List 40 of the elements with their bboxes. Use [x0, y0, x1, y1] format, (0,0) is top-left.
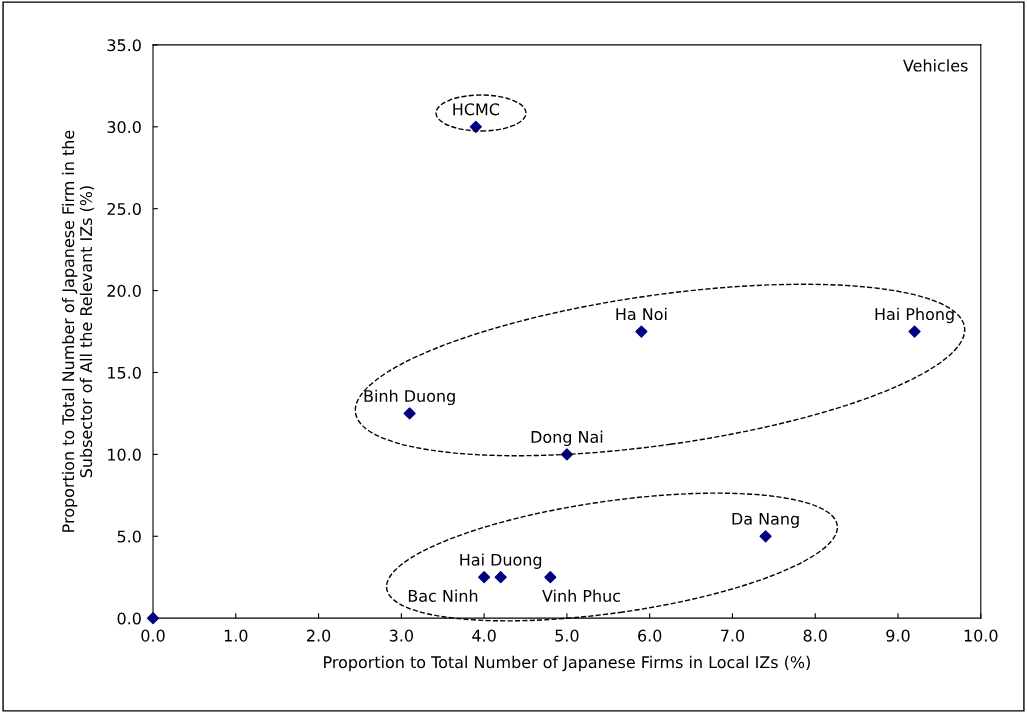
annotation: Hai Phong [875, 307, 954, 324]
y-tick-label: 35.0 [107, 39, 141, 52]
x-tick-label: 6.0 [638, 629, 662, 642]
point [759, 530, 772, 543]
point [635, 325, 648, 338]
point [494, 571, 507, 584]
point [469, 120, 482, 133]
point [478, 571, 491, 584]
y-tick-label: 0.0 [117, 612, 141, 625]
x-tick-label: 1.0 [224, 629, 248, 642]
point [146, 612, 160, 625]
annotation: Bac Ninh [408, 589, 478, 602]
point [544, 571, 557, 584]
annotation: HCMC [453, 103, 500, 116]
x-tick-label: 8.0 [803, 629, 827, 642]
annotation: Dong Nai [531, 430, 603, 447]
y-axis-title: Proportion to Total Number of Japanese Firm in the Subsector of All the Relevant IZs (%) [61, 130, 95, 532]
annotation: Binh Duong [364, 389, 455, 406]
x-tick-label: 9.0 [886, 629, 910, 642]
y-tick-label: 25.0 [107, 202, 141, 215]
y-tick-label: 15.0 [108, 366, 141, 379]
y-tick-label: 5.0 [117, 530, 141, 543]
x-tick-label: 0.0 [141, 629, 165, 642]
point [403, 407, 416, 420]
annotation: Ha Noi [616, 307, 667, 321]
x-tick-label: 7.0 [721, 629, 745, 642]
point [908, 325, 921, 338]
y-tick-label: 30.0 [107, 121, 141, 134]
annotation: Hai Duong [460, 553, 542, 569]
y-tick-label: 20.0 [107, 284, 141, 297]
y-tick-label: 10.0 [108, 448, 141, 461]
x-tick-label: 3.0 [389, 629, 413, 642]
x-tick-label: 10.0 [964, 629, 998, 642]
x-axis-title: Proportion to Total Number of Japanese Firms in Local IZs (%) [324, 655, 810, 672]
x-tick-label: 2.0 [307, 629, 331, 642]
annotation: Da Nang [732, 512, 799, 528]
x-tick-label: 5.0 [555, 629, 579, 642]
annotation: Vinh Phuc [542, 589, 621, 602]
x-tick-label: 4.0 [472, 629, 496, 642]
annotation: Vehicles [903, 59, 968, 72]
